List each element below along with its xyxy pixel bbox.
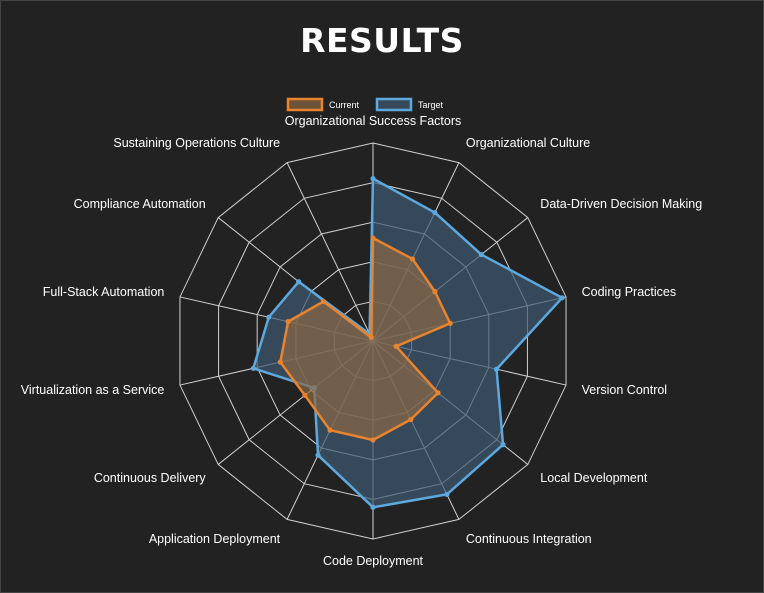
axis-label-continuous-integration: Continuous Integration xyxy=(466,532,592,546)
series-current-point xyxy=(409,256,416,262)
axis-label-virtualization-as-a-service: Virtualization as a Service xyxy=(21,383,165,397)
series-current-point xyxy=(285,319,291,325)
series-current-point xyxy=(370,235,376,241)
series-target-point xyxy=(296,279,302,285)
chart-title: RESULTS xyxy=(300,21,464,60)
series-target-point xyxy=(478,251,484,258)
series-current-point xyxy=(393,343,399,349)
series-target-point xyxy=(493,366,500,372)
axis-label-local-development: Local Development xyxy=(540,471,648,485)
series-current-point xyxy=(368,334,374,341)
axis-label-organizational-success-factors: Organizational Success Factors xyxy=(285,114,461,128)
series-current-point xyxy=(277,359,283,365)
series-target-point xyxy=(432,209,438,216)
legend-swatch-target xyxy=(375,97,413,112)
legend-swatch-current xyxy=(286,97,324,112)
series-current-point xyxy=(370,437,376,443)
legend-label-current: Current xyxy=(329,100,360,110)
series-target-point xyxy=(315,452,321,458)
axis-label-continuous-delivery: Continuous Delivery xyxy=(94,471,207,485)
series-current-point xyxy=(327,427,333,433)
axis-label-data-driven-decision-making: Data-Driven Decision Making xyxy=(540,197,702,211)
axis-label-organizational-culture: Organizational Culture xyxy=(466,136,590,150)
series-current-point xyxy=(302,392,308,398)
series-target-point xyxy=(559,295,565,301)
series-target-point xyxy=(444,491,450,498)
series-target-point xyxy=(266,314,272,320)
series-target-point xyxy=(370,176,376,182)
axis-label-sustaining-operations-culture: Sustaining Operations Culture xyxy=(113,136,280,150)
axis-label-coding-practices: Coding Practices xyxy=(582,285,677,299)
axis-label-version-control: Version Control xyxy=(582,383,667,397)
axis-label-full-stack-automation: Full-Stack Automation xyxy=(43,285,165,299)
axis-label-compliance-automation: Compliance Automation xyxy=(74,197,206,211)
series-target-point xyxy=(370,504,376,510)
axis-label-code-deployment: Code Deployment xyxy=(323,554,424,568)
axis-label-application-deployment: Application Deployment xyxy=(149,532,281,546)
series-current-point xyxy=(408,416,414,423)
series-current-point xyxy=(435,390,441,396)
series-target-point xyxy=(250,365,256,371)
legend-label-target: Target xyxy=(418,100,444,110)
series-current-point xyxy=(447,320,453,326)
grid-spoke xyxy=(286,162,374,342)
series-current-point xyxy=(320,298,327,305)
series-current-point xyxy=(432,289,438,295)
series-target-point xyxy=(500,442,506,448)
